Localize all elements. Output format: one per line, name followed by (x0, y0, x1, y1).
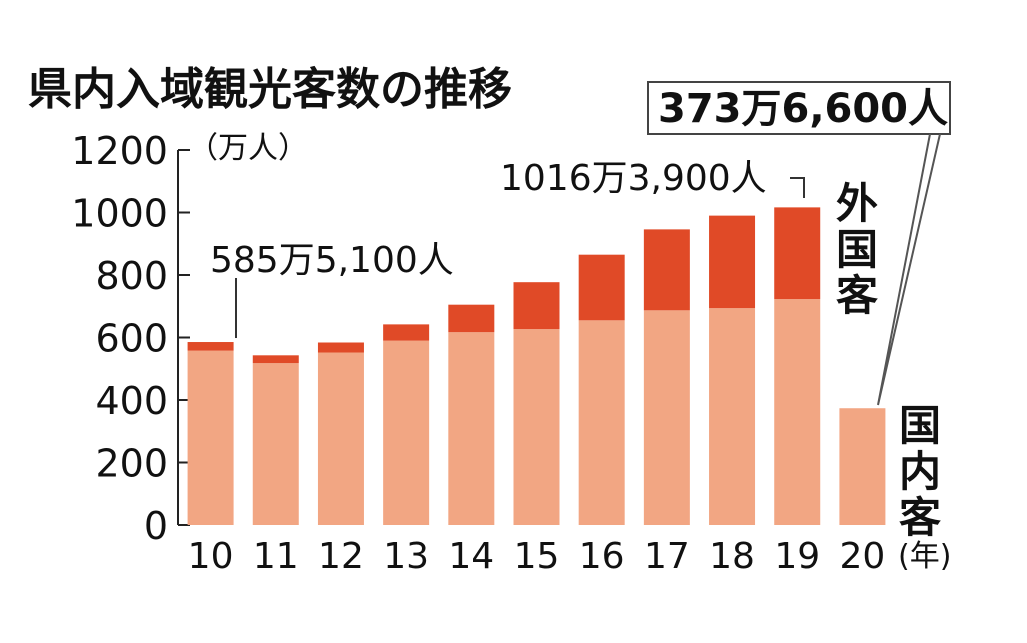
x-tick-label: 13 (383, 536, 429, 577)
x-tick-label: 11 (253, 536, 299, 577)
plot-area: 0 200 400 600 800 1000 1200 10 11 12 13 14 15 16 17 18 1… (71, 81, 951, 577)
x-tick-label: 10 (188, 536, 234, 577)
bar-domestic-11 (252, 363, 299, 525)
y-tick-label: 600 (95, 317, 168, 361)
bar-foreign-18 (709, 215, 756, 309)
annotation-label: 585万5,100人 (210, 240, 454, 281)
bar-domestic-10 (187, 350, 234, 525)
x-tick-label: 15 (514, 536, 560, 577)
bar-foreign-17 (643, 229, 690, 311)
x-tick-label: 14 (448, 536, 494, 577)
x-tick-label: 17 (644, 536, 690, 577)
x-axis-unit-label: (年) (898, 539, 951, 574)
annotation-box (647, 81, 951, 135)
bar-foreign-15 (513, 282, 560, 330)
y-tick-label: 800 (95, 254, 168, 298)
x-tick-label: 19 (774, 536, 820, 577)
y-tick-label: 1200 (71, 129, 168, 173)
annotation-label: 1016万3,900人 (500, 158, 767, 199)
annotation-leader (790, 177, 805, 198)
x-tick-label: 12 (318, 536, 364, 577)
annotation-callout (877, 133, 941, 406)
bar-domestic-15 (513, 329, 560, 525)
bar-foreign-11 (252, 355, 299, 364)
y-tick-label: 1000 (71, 192, 168, 236)
series-label-domestic: 国内客 (899, 401, 941, 542)
chart-title: 県内入域観光客数の推移 (28, 64, 512, 115)
bar-foreign-12 (317, 342, 364, 353)
bar-domestic-20 (839, 408, 886, 525)
bar-domestic-19 (774, 299, 821, 525)
y-tick-label: 200 (95, 442, 168, 486)
x-tick-label: 20 (840, 536, 886, 577)
bar-domestic-17 (643, 310, 690, 525)
y-axis-unit-label: （万人） (188, 131, 308, 166)
x-tick-label: 18 (709, 536, 755, 577)
bar-domestic-18 (709, 308, 756, 525)
bar-domestic-16 (578, 320, 625, 525)
bar-foreign-10 (187, 342, 234, 351)
bar-foreign-14 (448, 304, 495, 333)
bar-domestic-14 (448, 332, 495, 525)
y-tick-label: 400 (95, 379, 168, 423)
y-tick-label: 0 (144, 504, 168, 548)
bar-domestic-12 (317, 352, 364, 525)
bar-foreign-13 (383, 324, 430, 341)
series-label-foreign: 外国客 (836, 179, 878, 320)
bar-foreign-16 (578, 254, 625, 321)
bar-foreign-19 (774, 207, 821, 300)
bar-domestic-13 (383, 340, 430, 525)
x-tick-label: 16 (579, 536, 625, 577)
annotation-label: 373万6,600人 (658, 86, 948, 132)
